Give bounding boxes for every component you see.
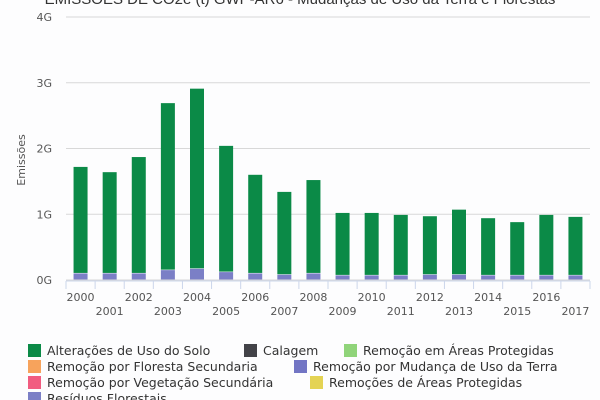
bar-resíduos-florestais-2009 [335,275,350,280]
bar-resíduos-florestais-2016 [539,275,554,280]
legend-swatch [28,360,41,373]
x-tick-label: 2009 [329,305,357,318]
bar-alterações-de-uso-do-solo-2009 [335,212,350,275]
chart-title: EMISSÕES DE CO2e (t) GWP-AR6 - Mudanças … [0,0,600,8]
legend-swatch [28,392,41,400]
bar-resíduos-florestais-2011 [393,275,408,280]
x-tick-label: 2001 [96,305,124,318]
x-tick-label: 2004 [183,291,211,304]
bar-resíduos-florestais-2005 [219,272,234,280]
x-tick-label: 2013 [445,305,473,318]
x-tick-label: 2002 [125,291,153,304]
bar-alterações-de-uso-do-solo-2012 [422,216,437,275]
bar-alterações-de-uso-do-solo-2016 [539,214,554,275]
legend-item[interactable]: Calagem [244,343,318,358]
bar-resíduos-florestais-2001 [102,273,117,280]
bar-alterações-de-uso-do-solo-2008 [306,180,321,273]
x-tick-label: 2014 [474,291,502,304]
y-tick-label: 3G [36,77,52,90]
x-tick-label: 2015 [503,305,531,318]
bar-alterações-de-uso-do-solo-2003 [160,103,175,270]
bar-alterações-de-uso-do-solo-2002 [131,157,146,273]
bar-resíduos-florestais-2002 [131,273,146,280]
legend-item[interactable]: Remoção por Mudança de Uso da Terra [294,359,558,374]
bar-alterações-de-uso-do-solo-2001 [102,172,117,273]
legend-item[interactable]: Resíduos Florestais [28,391,167,400]
x-tick-label: 2016 [532,291,560,304]
bar-resíduos-florestais-2006 [248,273,263,280]
legend-label: Remoções de Áreas Protegidas [329,375,523,390]
bar-alterações-de-uso-do-solo-2013 [452,209,466,275]
bar-alterações-de-uso-do-solo-2004 [190,88,204,269]
bar-resíduos-florestais-2000 [73,273,88,280]
y-tick-label: 0G [36,274,52,287]
legend-label: Remoção por Mudança de Uso da Terra [313,359,558,374]
legend-swatch [28,376,41,389]
legend-swatch [28,344,41,357]
legend-item[interactable]: Remoções de Áreas Protegidas [310,375,522,390]
x-tick-label: 2017 [561,305,589,318]
x-tick-label: 2006 [241,291,269,304]
legend-swatch [294,360,307,373]
legend-swatch [310,376,323,389]
legend-label: Resíduos Florestais [47,391,167,400]
bar-alterações-de-uso-do-solo-2014 [481,218,496,275]
x-tick-label: 2007 [270,305,298,318]
bar-resíduos-florestais-2010 [364,275,379,280]
bar-resíduos-florestais-2014 [481,275,496,280]
x-tick-label: 2012 [416,291,444,304]
bar-chart: 0G1G2G3G4GEmissões2000200120022003200420… [15,11,591,318]
bar-resíduos-florestais-2008 [306,273,321,280]
y-axis-label: Emissões [15,134,28,186]
legend-label: Remoção por Floresta Secundaria [47,359,258,374]
legend-swatch [244,344,257,357]
bar-alterações-de-uso-do-solo-2010 [364,212,379,275]
x-tick-label: 2005 [212,305,240,318]
legend-swatch [344,344,357,357]
bar-alterações-de-uso-do-solo-2000 [73,166,88,273]
legend-label: Calagem [263,343,319,358]
x-tick-label: 2008 [299,291,327,304]
bar-resíduos-florestais-2003 [160,270,175,280]
legend-item[interactable]: Remoção em Áreas Protegidas [344,343,554,358]
bar-alterações-de-uso-do-solo-2005 [219,145,234,272]
bar-alterações-de-uso-do-solo-2006 [248,174,263,273]
bar-resíduos-florestais-2004 [190,268,204,280]
bar-alterações-de-uso-do-solo-2007 [277,191,292,275]
legend-item[interactable]: Alterações de Uso do Solo [28,343,210,358]
x-tick-label: 2000 [67,291,95,304]
legend-item[interactable]: Remoção por Floresta Secundaria [28,359,258,374]
legend-label: Alterações de Uso do Solo [47,343,211,358]
bar-resíduos-florestais-2015 [510,275,525,280]
x-tick-label: 2003 [154,305,182,318]
bar-alterações-de-uso-do-solo-2015 [510,222,525,275]
legend-item[interactable]: Remoção por Vegetação Secundária [28,375,273,390]
bar-resíduos-florestais-2007 [277,274,292,280]
bar-resíduos-florestais-2013 [452,274,466,280]
bar-resíduos-florestais-2012 [422,274,437,280]
x-tick-label: 2011 [387,305,415,318]
bar-resíduos-florestais-2017 [568,275,583,280]
bar-alterações-de-uso-do-solo-2011 [393,214,408,275]
legend-label: Remoção em Áreas Protegidas [363,343,554,358]
legend-label: Remoção por Vegetação Secundária [47,375,274,390]
bar-alterações-de-uso-do-solo-2017 [568,216,583,275]
y-tick-label: 2G [36,143,52,156]
y-tick-label: 4G [36,11,52,24]
y-tick-label: 1G [36,208,52,221]
x-tick-label: 2010 [358,291,386,304]
